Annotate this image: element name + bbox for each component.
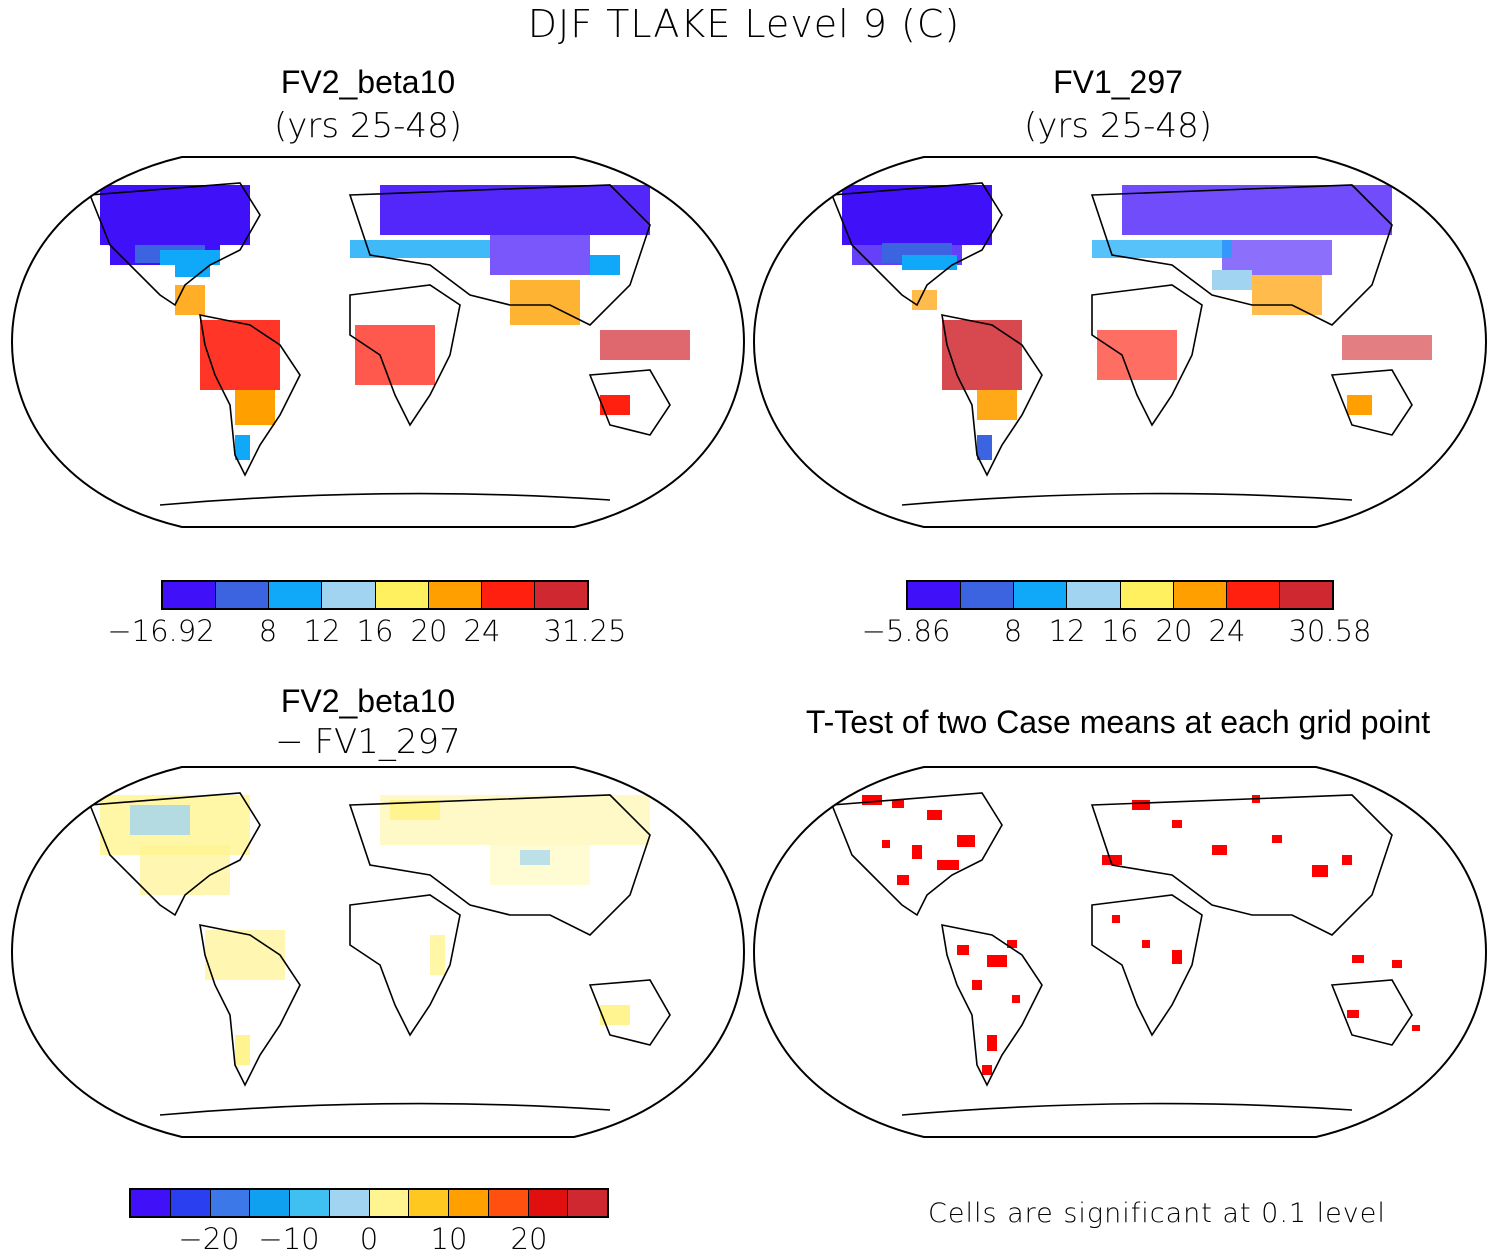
significance-note: Cells are significant at 0.1 level bbox=[928, 1198, 1386, 1229]
colorbar-tick: 24 bbox=[463, 614, 501, 648]
colorbar-swatch bbox=[409, 1190, 449, 1216]
colorbar-tick: 8 bbox=[1003, 614, 1023, 648]
colorbar-swatch bbox=[449, 1190, 489, 1216]
colorbar-swatch bbox=[1173, 582, 1227, 608]
colorbar-fv2 bbox=[161, 580, 589, 610]
colorbar-swatch bbox=[269, 582, 323, 608]
panel-subtitle-diff: − FV1_297 bbox=[275, 722, 461, 762]
colorbar-tick: 16 bbox=[356, 614, 394, 648]
colorbar-swatch bbox=[375, 582, 429, 608]
figure-title: DJF TLAKE Level 9 (C) bbox=[527, 2, 961, 46]
panel-subtitle-years: (yrs 25-48) bbox=[1024, 106, 1212, 146]
colorbar-swatch bbox=[163, 582, 217, 608]
colorbar-swatch bbox=[961, 582, 1015, 608]
panel-title-diff: FV2_beta10 bbox=[280, 683, 456, 719]
colorbar-tick: 12 bbox=[303, 614, 341, 648]
colorbar-swatch bbox=[488, 1190, 529, 1216]
colorbar-swatch bbox=[1014, 582, 1068, 608]
colorbar-swatch bbox=[216, 582, 270, 608]
colorbar-tick: 10 bbox=[430, 1222, 468, 1256]
colorbar-tick: 31.25 bbox=[543, 614, 627, 648]
colorbar-swatch bbox=[329, 1190, 370, 1216]
colorbar-tick: 20 bbox=[510, 1222, 548, 1256]
colorbar-tick: 24 bbox=[1208, 614, 1246, 648]
panel-title-fv1: FV1_297 bbox=[1053, 64, 1183, 100]
colorbar-tick: −20 bbox=[178, 1222, 240, 1256]
colorbar-tick: 0 bbox=[359, 1222, 379, 1256]
colorbar-swatch bbox=[908, 582, 962, 608]
colorbar-tick: 30.58 bbox=[1288, 614, 1372, 648]
colorbar-tick: −10 bbox=[258, 1222, 320, 1256]
colorbar-swatch bbox=[369, 1190, 410, 1216]
colorbar-swatch bbox=[534, 582, 587, 608]
map-fv1-297 bbox=[752, 156, 1488, 528]
colorbar-swatch bbox=[250, 1190, 290, 1216]
colorbar-tick: 12 bbox=[1048, 614, 1086, 648]
colorbar-tick: −5.86 bbox=[861, 614, 951, 648]
colorbar-fv1 bbox=[906, 580, 1334, 610]
map-difference bbox=[10, 766, 746, 1138]
panel-subtitle-years: (yrs 25-48) bbox=[274, 106, 462, 146]
colorbar-tick: 20 bbox=[1155, 614, 1193, 648]
colorbar-swatch bbox=[210, 1190, 251, 1216]
colorbar-swatch bbox=[1279, 582, 1332, 608]
colorbar-tick: 8 bbox=[258, 614, 278, 648]
colorbar-swatch bbox=[428, 582, 482, 608]
colorbar-swatch bbox=[170, 1190, 211, 1216]
map-ttest bbox=[752, 766, 1488, 1138]
colorbar-tick: 16 bbox=[1101, 614, 1139, 648]
colorbar-swatch bbox=[1120, 582, 1174, 608]
colorbar-swatch bbox=[322, 582, 376, 608]
colorbar-tick: −16.92 bbox=[107, 614, 215, 648]
colorbar-tick: 20 bbox=[410, 614, 448, 648]
colorbar-swatch bbox=[290, 1190, 330, 1216]
colorbar-swatch bbox=[1226, 582, 1280, 608]
colorbar-diff bbox=[129, 1188, 609, 1218]
map-fv2-beta10 bbox=[10, 156, 746, 528]
panel-title-ttest: T-Test of two Case means at each grid po… bbox=[805, 704, 1431, 740]
colorbar-swatch bbox=[1067, 582, 1121, 608]
colorbar-swatch bbox=[568, 1190, 607, 1216]
colorbar-swatch bbox=[131, 1190, 171, 1216]
colorbar-swatch bbox=[481, 582, 535, 608]
panel-title-fv2: FV2_beta10 bbox=[280, 64, 456, 100]
colorbar-swatch bbox=[528, 1190, 569, 1216]
